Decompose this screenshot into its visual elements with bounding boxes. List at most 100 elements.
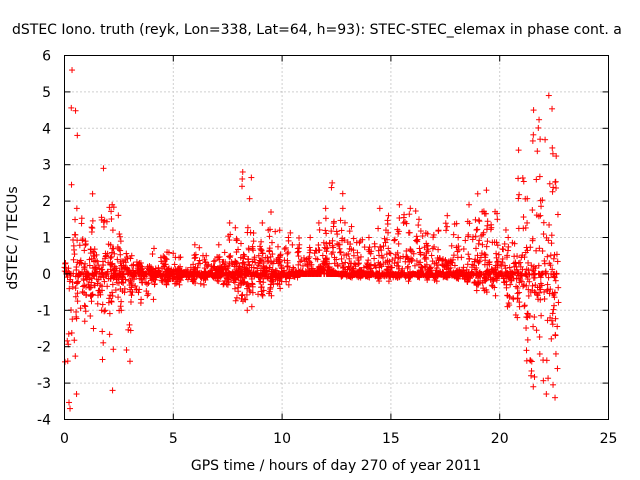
data-point xyxy=(371,255,378,262)
data-point xyxy=(554,323,561,330)
data-point xyxy=(192,251,199,258)
data-point xyxy=(506,293,513,300)
data-point xyxy=(533,176,540,183)
data-point xyxy=(233,249,240,256)
data-point xyxy=(480,229,487,236)
data-point xyxy=(251,254,258,261)
data-point xyxy=(555,299,562,306)
data-point xyxy=(285,281,292,288)
data-point xyxy=(62,259,69,266)
data-point xyxy=(425,248,432,255)
data-point xyxy=(527,244,534,251)
data-point xyxy=(484,238,491,245)
data-point xyxy=(314,256,321,263)
data-point xyxy=(395,230,402,237)
data-point xyxy=(248,174,255,181)
data-point xyxy=(338,255,345,262)
data-point xyxy=(287,229,294,236)
data-point xyxy=(322,205,329,212)
data-point xyxy=(400,219,407,226)
data-point xyxy=(161,263,168,270)
data-point xyxy=(453,220,460,227)
data-point xyxy=(170,250,177,257)
data-point xyxy=(110,346,117,353)
data-point xyxy=(380,243,387,250)
data-point xyxy=(365,234,372,241)
data-point xyxy=(500,246,507,253)
data-point xyxy=(114,256,121,263)
data-point xyxy=(127,255,134,262)
data-point xyxy=(245,256,252,263)
data-point xyxy=(86,262,93,269)
y-tick-label: 1 xyxy=(42,231,51,247)
data-points xyxy=(61,67,562,412)
data-point xyxy=(281,246,288,253)
data-point xyxy=(522,224,529,231)
data-point xyxy=(119,279,126,286)
data-point xyxy=(371,243,378,250)
data-point xyxy=(194,264,201,271)
data-point xyxy=(505,234,512,241)
data-point xyxy=(88,284,95,291)
data-point xyxy=(396,201,403,208)
data-point xyxy=(466,255,473,262)
data-point xyxy=(512,311,519,318)
data-point xyxy=(285,234,292,241)
data-point xyxy=(226,219,233,226)
data-point xyxy=(72,216,79,223)
data-point xyxy=(128,281,135,288)
data-point xyxy=(502,265,509,272)
data-point xyxy=(71,337,78,344)
data-point xyxy=(255,252,262,259)
data-point xyxy=(380,254,387,261)
data-point xyxy=(64,358,71,365)
data-point xyxy=(541,289,548,296)
data-point xyxy=(385,278,392,285)
data-point xyxy=(323,255,330,262)
data-point xyxy=(549,105,556,112)
data-point xyxy=(306,258,313,265)
data-point xyxy=(75,278,82,285)
data-point xyxy=(537,296,544,303)
data-point xyxy=(476,237,483,244)
data-point xyxy=(549,188,556,195)
data-point xyxy=(339,260,346,267)
data-point xyxy=(482,277,489,284)
data-point xyxy=(341,219,348,226)
data-point xyxy=(89,291,96,298)
data-point xyxy=(544,281,551,288)
data-point xyxy=(80,277,87,284)
data-point xyxy=(216,256,223,263)
data-point xyxy=(403,247,410,254)
data-point xyxy=(525,259,532,266)
data-point xyxy=(516,289,523,296)
data-point xyxy=(514,253,521,260)
data-point xyxy=(258,256,265,263)
data-point xyxy=(407,247,414,254)
data-point xyxy=(465,251,472,258)
data-point xyxy=(82,303,89,310)
data-point xyxy=(274,243,281,250)
data-point xyxy=(108,298,115,305)
data-point xyxy=(469,233,476,240)
data-point xyxy=(220,280,227,287)
data-point xyxy=(365,257,372,264)
data-point xyxy=(123,250,130,257)
data-point xyxy=(231,285,238,292)
data-point xyxy=(241,253,248,260)
data-point xyxy=(259,292,266,299)
data-point xyxy=(536,245,543,252)
data-point xyxy=(239,168,246,175)
data-point xyxy=(123,346,130,353)
data-point xyxy=(267,226,274,233)
data-point xyxy=(462,237,469,244)
data-point xyxy=(535,213,542,220)
data-point xyxy=(405,278,412,285)
data-point xyxy=(417,251,424,258)
data-point xyxy=(231,275,238,282)
data-point xyxy=(177,254,184,261)
data-point xyxy=(334,261,341,268)
data-point xyxy=(549,150,556,157)
data-point xyxy=(552,315,559,322)
